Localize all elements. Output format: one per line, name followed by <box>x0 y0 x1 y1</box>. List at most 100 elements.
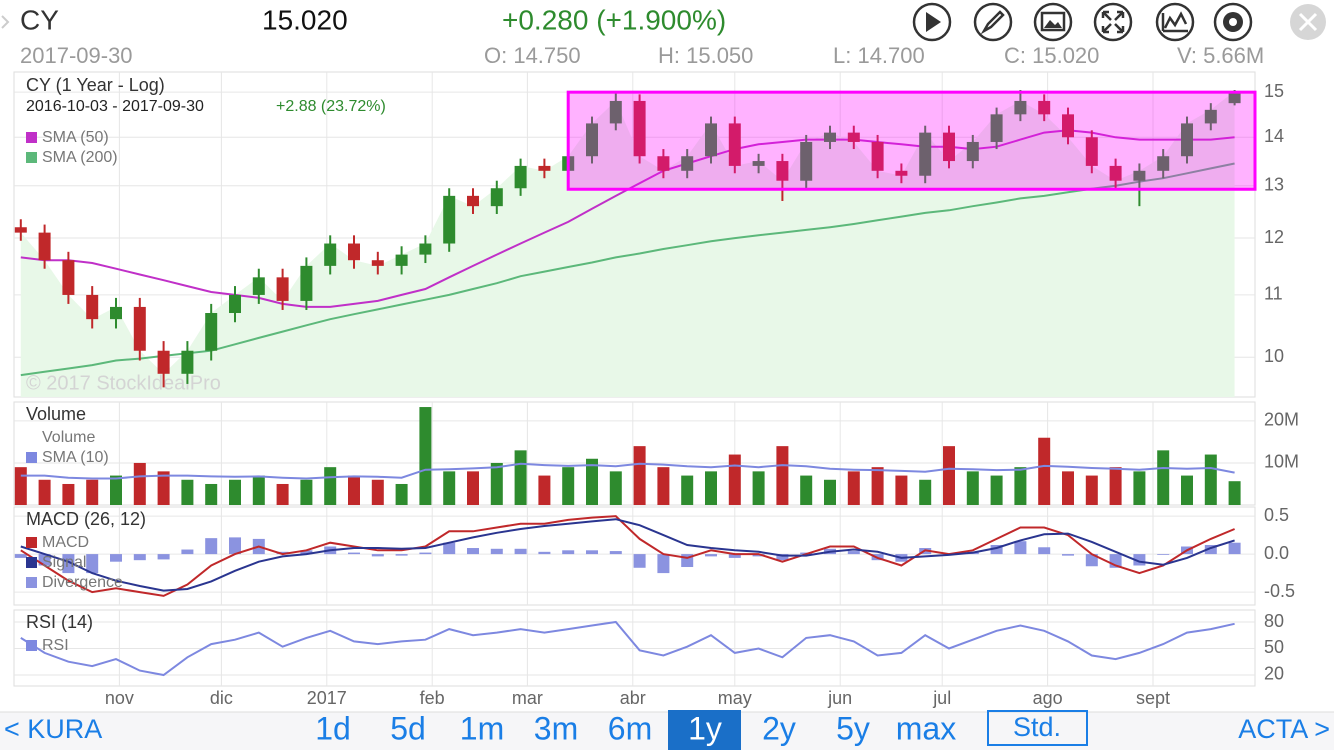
bar <box>824 479 836 505</box>
bar <box>586 458 598 505</box>
panel-title: MACD (26, 12) <box>26 509 146 529</box>
bar <box>705 554 717 557</box>
candle-body <box>776 161 789 181</box>
bar <box>110 554 122 562</box>
image-button[interactable] <box>1033 2 1073 42</box>
bar <box>14 554 27 558</box>
bar <box>1157 554 1170 555</box>
period-button[interactable]: 1m <box>460 710 504 746</box>
x-tick-label: sept <box>1136 688 1170 708</box>
period-button[interactable]: 6m <box>608 710 652 746</box>
bar <box>86 554 99 574</box>
style-button-frame[interactable] <box>987 710 1088 746</box>
bar <box>871 467 884 505</box>
bar <box>419 552 432 555</box>
bar <box>1038 547 1051 555</box>
bar <box>943 446 955 505</box>
bar <box>800 475 813 505</box>
candle-body <box>86 294 99 320</box>
volume-value: V: 5.66M <box>1177 43 1264 68</box>
candle-body <box>800 141 813 181</box>
candle-body <box>38 232 51 261</box>
period-button-selected[interactable]: 1y <box>688 710 722 746</box>
y-tick-label: -0.5 <box>1264 581 1295 601</box>
close-button[interactable] <box>1290 4 1326 40</box>
x-tick-label: dic <box>210 688 233 708</box>
candle-body <box>728 123 741 166</box>
bar <box>1014 541 1027 555</box>
bar <box>252 475 265 505</box>
bar <box>1062 554 1074 556</box>
footer-bar <box>0 712 1334 750</box>
settings-button[interactable] <box>1213 2 1253 42</box>
period-button[interactable]: 3m <box>534 710 578 746</box>
y-tick-label: 10 <box>1264 346 1284 366</box>
indicator-line <box>20 518 1235 592</box>
bar <box>586 550 598 555</box>
bar <box>728 554 741 558</box>
style-button[interactable]: Std. <box>1013 712 1061 742</box>
y-tick-label: 15 <box>1264 81 1284 101</box>
bar <box>348 475 360 505</box>
bar <box>681 475 694 505</box>
candle-body <box>847 132 860 142</box>
bar <box>657 467 670 505</box>
symbol: CY <box>20 4 59 35</box>
indicator-line <box>20 515 1235 597</box>
candle-body <box>229 294 241 314</box>
candle-body <box>395 254 408 266</box>
bar <box>1228 542 1241 555</box>
x-tick-label: jul <box>932 688 951 708</box>
back-chevron[interactable] <box>1 15 10 29</box>
candle-body <box>133 306 146 351</box>
bar <box>110 475 122 505</box>
bar <box>181 479 194 505</box>
bar <box>443 542 456 555</box>
bar <box>609 471 622 505</box>
period-button[interactable]: 1d <box>315 710 351 746</box>
bar <box>1085 554 1098 567</box>
legend-swatch <box>26 640 37 651</box>
previous-link[interactable]: < KURA <box>4 714 102 744</box>
price: 15.020 <box>262 4 348 35</box>
bar <box>1133 471 1146 505</box>
period-button[interactable]: max <box>896 710 956 746</box>
period-button[interactable]: 2y <box>762 710 796 746</box>
legend-label: Divergence <box>42 574 123 591</box>
selected-period-bg <box>668 710 741 750</box>
candle-body <box>371 260 384 266</box>
watermark: © 2017 StockIdealPro <box>26 372 221 394</box>
candle-body <box>895 170 908 176</box>
period-button[interactable]: 5y <box>836 710 870 746</box>
legend-label: Volume <box>42 429 95 446</box>
period-button[interactable]: 5d <box>390 710 426 746</box>
bar <box>157 554 170 560</box>
candle-body <box>205 313 218 351</box>
draw-button[interactable] <box>973 2 1013 42</box>
candle-body <box>943 132 955 162</box>
candle-body <box>1085 137 1098 166</box>
bar <box>1133 554 1146 566</box>
fullscreen-button[interactable] <box>1093 2 1133 42</box>
candle-body <box>62 260 75 295</box>
candle-body <box>705 123 717 157</box>
bar <box>205 538 218 555</box>
panel-title: CY (1 Year - Log) <box>26 75 165 95</box>
bar <box>229 479 241 505</box>
bar <box>490 462 503 505</box>
legend-label: MACD <box>42 534 89 551</box>
x-tick-label: abr <box>620 688 646 708</box>
bar <box>133 554 146 561</box>
candle-body <box>1228 91 1241 104</box>
bar <box>133 462 146 505</box>
candle-body <box>443 195 456 244</box>
bar <box>705 471 717 505</box>
bar <box>1109 467 1122 505</box>
bar <box>62 483 75 505</box>
y-tick-label: 0.0 <box>1264 543 1289 563</box>
next-link[interactable]: ACTA > <box>1238 714 1330 744</box>
candle-body <box>300 265 313 301</box>
play-button[interactable] <box>912 2 952 42</box>
open-price: O: 14.750 <box>484 43 581 68</box>
indicators-button[interactable] <box>1155 2 1195 42</box>
